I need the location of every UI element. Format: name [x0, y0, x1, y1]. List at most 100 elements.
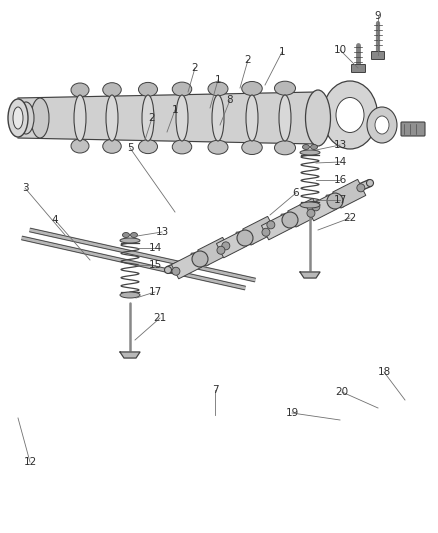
- Ellipse shape: [246, 95, 258, 141]
- Ellipse shape: [138, 140, 158, 154]
- Ellipse shape: [172, 82, 192, 96]
- Ellipse shape: [103, 83, 121, 96]
- Ellipse shape: [138, 83, 158, 96]
- Circle shape: [307, 209, 315, 217]
- Ellipse shape: [13, 107, 23, 129]
- Text: 3: 3: [22, 183, 28, 193]
- Polygon shape: [120, 352, 140, 358]
- Text: 2: 2: [245, 55, 251, 65]
- Ellipse shape: [208, 82, 228, 96]
- Circle shape: [282, 212, 298, 228]
- Circle shape: [312, 203, 320, 211]
- Polygon shape: [171, 253, 202, 279]
- Ellipse shape: [303, 144, 310, 149]
- Ellipse shape: [305, 90, 331, 146]
- Circle shape: [222, 242, 230, 250]
- Ellipse shape: [120, 238, 140, 243]
- Ellipse shape: [71, 139, 89, 153]
- Text: 13: 13: [155, 227, 169, 237]
- Text: 12: 12: [23, 457, 37, 467]
- Text: 9: 9: [374, 11, 381, 21]
- FancyBboxPatch shape: [326, 195, 344, 207]
- Polygon shape: [166, 180, 371, 273]
- Circle shape: [327, 193, 343, 209]
- Text: 13: 13: [333, 140, 346, 150]
- FancyBboxPatch shape: [281, 214, 299, 226]
- Ellipse shape: [300, 202, 320, 208]
- Ellipse shape: [172, 140, 192, 154]
- Polygon shape: [216, 232, 247, 258]
- Text: 10: 10: [333, 45, 346, 55]
- Text: 20: 20: [336, 387, 349, 397]
- Ellipse shape: [123, 232, 130, 238]
- Text: 21: 21: [153, 313, 166, 323]
- Circle shape: [172, 267, 180, 275]
- Polygon shape: [333, 180, 366, 208]
- Text: 18: 18: [378, 367, 391, 377]
- Text: 1: 1: [215, 75, 221, 85]
- FancyBboxPatch shape: [371, 52, 385, 60]
- Ellipse shape: [18, 102, 34, 134]
- Polygon shape: [243, 216, 276, 245]
- Ellipse shape: [131, 232, 138, 238]
- Text: 17: 17: [333, 195, 346, 205]
- Polygon shape: [261, 214, 292, 240]
- Circle shape: [192, 251, 208, 267]
- Text: 8: 8: [227, 95, 233, 105]
- Text: 5: 5: [127, 143, 133, 153]
- Ellipse shape: [103, 139, 121, 154]
- Text: 1: 1: [172, 105, 178, 115]
- Circle shape: [217, 246, 225, 254]
- Ellipse shape: [242, 82, 262, 95]
- Text: 4: 4: [52, 215, 58, 225]
- Circle shape: [357, 184, 365, 192]
- Ellipse shape: [375, 116, 389, 134]
- Ellipse shape: [120, 292, 140, 298]
- Ellipse shape: [106, 95, 118, 141]
- Ellipse shape: [74, 95, 86, 141]
- Polygon shape: [21, 236, 245, 290]
- Text: 19: 19: [286, 408, 299, 418]
- Ellipse shape: [311, 144, 318, 149]
- FancyBboxPatch shape: [236, 232, 254, 244]
- Polygon shape: [30, 228, 255, 282]
- Ellipse shape: [71, 83, 89, 97]
- Ellipse shape: [142, 95, 154, 141]
- Text: 6: 6: [293, 188, 299, 198]
- Polygon shape: [288, 198, 321, 227]
- Ellipse shape: [367, 107, 397, 143]
- Circle shape: [165, 266, 172, 273]
- Text: 22: 22: [343, 213, 357, 223]
- Text: 7: 7: [212, 385, 218, 395]
- Ellipse shape: [275, 141, 296, 155]
- Circle shape: [367, 180, 374, 187]
- Polygon shape: [18, 92, 318, 144]
- Text: 15: 15: [148, 260, 162, 270]
- Ellipse shape: [336, 98, 364, 133]
- Circle shape: [267, 221, 275, 229]
- Ellipse shape: [275, 81, 296, 95]
- Circle shape: [237, 230, 253, 246]
- Text: 2: 2: [192, 63, 198, 73]
- FancyBboxPatch shape: [191, 253, 209, 265]
- FancyBboxPatch shape: [352, 64, 365, 72]
- Ellipse shape: [8, 99, 28, 137]
- Text: 16: 16: [333, 175, 346, 185]
- Text: 14: 14: [333, 157, 346, 167]
- Circle shape: [262, 228, 270, 236]
- Text: 17: 17: [148, 287, 162, 297]
- Polygon shape: [300, 272, 320, 278]
- Ellipse shape: [279, 95, 291, 141]
- Text: 1: 1: [279, 47, 285, 57]
- Ellipse shape: [300, 150, 320, 155]
- Ellipse shape: [212, 95, 224, 141]
- Text: 2: 2: [148, 113, 155, 123]
- Polygon shape: [307, 195, 337, 221]
- Polygon shape: [198, 237, 231, 266]
- Ellipse shape: [31, 98, 49, 138]
- Ellipse shape: [322, 81, 378, 149]
- Ellipse shape: [242, 141, 262, 155]
- FancyBboxPatch shape: [401, 122, 425, 136]
- Text: 14: 14: [148, 243, 162, 253]
- Ellipse shape: [208, 140, 228, 154]
